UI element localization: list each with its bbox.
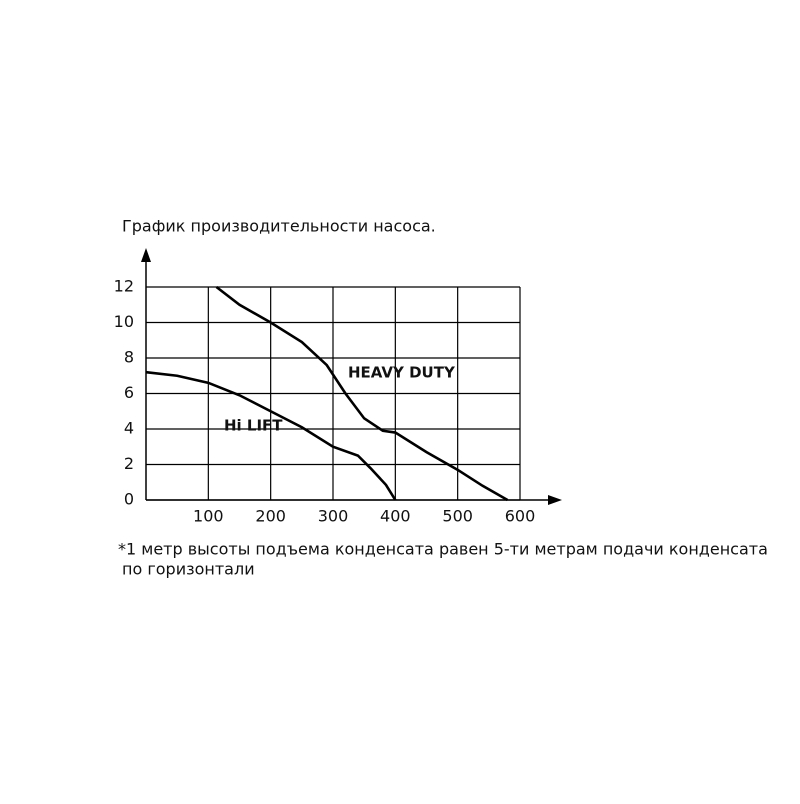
x-tick-label: 400 [380,507,411,526]
x-tick-label: 500 [442,507,473,526]
series-line [145,370,397,501]
y-tick-label: 4 [124,419,134,438]
y-tick-label: 2 [124,454,134,473]
x-tick-label: 300 [318,507,349,526]
x-axis-arrow [548,495,562,505]
x-tick-label: 200 [255,507,286,526]
chart-title: График производительности насоса. [122,217,436,236]
y-tick-label: 6 [124,383,134,402]
y-tick-label: 0 [124,490,134,509]
series-label: HEAVY DUTY [348,364,456,382]
y-tick-label: 10 [114,312,134,331]
series-label: Hi LIFT [224,417,283,435]
note-line: по горизонтали [122,560,255,579]
series-line [215,285,509,502]
y-axis-arrow [141,248,151,262]
x-tick-label: 600 [505,507,536,526]
note-line: *1 метр высоты подъема конденсата равен … [118,540,768,559]
x-tick-label: 100 [193,507,224,526]
y-tick-label: 12 [114,277,134,296]
y-tick-label: 8 [124,348,134,367]
